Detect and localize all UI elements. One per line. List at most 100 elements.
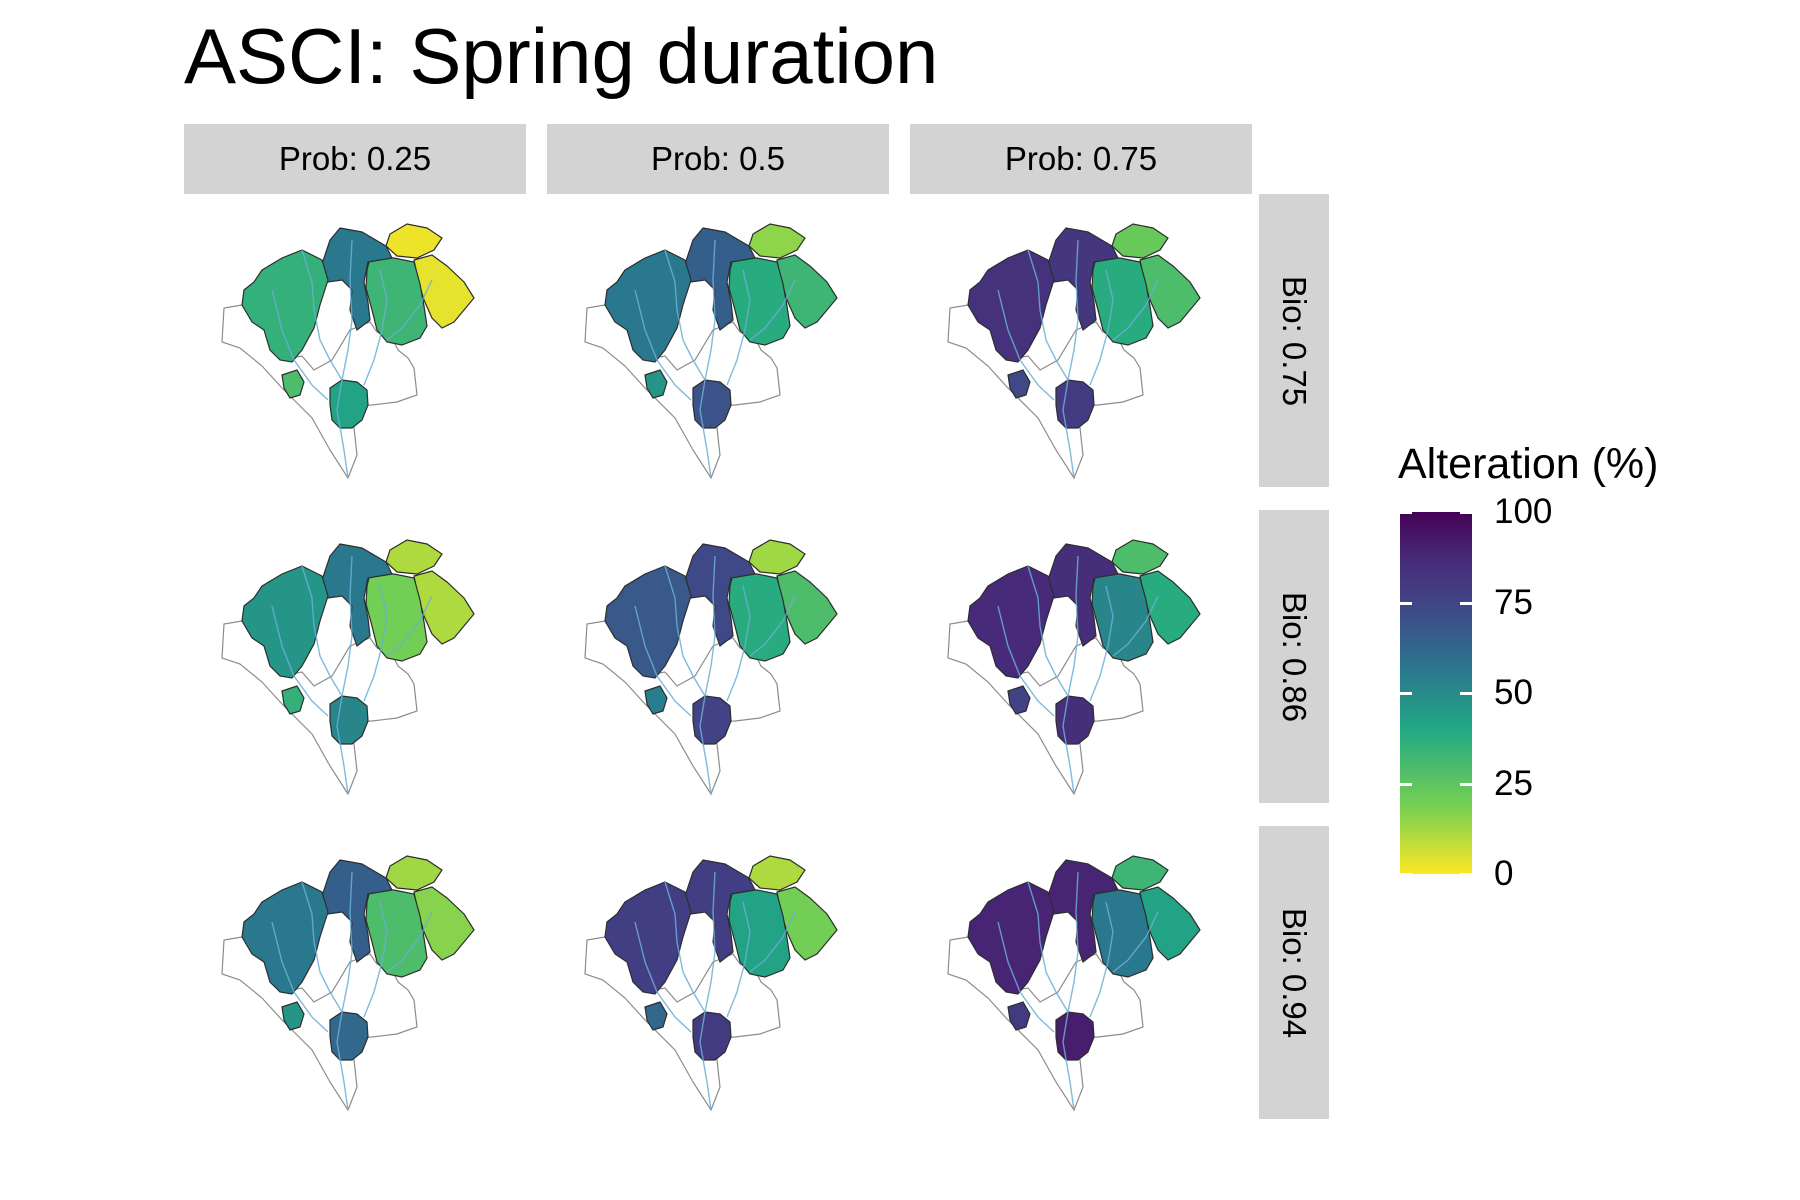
subbasin-minor (1007, 1001, 1031, 1031)
river-line (1089, 901, 1114, 1018)
river-line (997, 921, 1055, 1033)
subbasin-south (329, 379, 369, 429)
subbasin-south (1055, 695, 1095, 745)
map-panel (910, 194, 1252, 487)
colorbar-tick (1460, 692, 1472, 695)
map-panel-svg (947, 223, 1201, 480)
subbasin-east (776, 570, 838, 645)
facet-strip-label: Bio: 0.86 (1276, 591, 1314, 722)
colorbar-tick (1460, 601, 1472, 605)
subbasin-east (1139, 570, 1201, 645)
river-line (749, 595, 796, 657)
facet-strip-bio-0.75: Bio: 0.75 (1259, 194, 1329, 487)
river-line (1062, 871, 1079, 1111)
facet-strip-prob-0.75: Prob: 0.75 (910, 124, 1252, 194)
subbasin-middle-east (728, 257, 791, 346)
map-panel (184, 510, 526, 803)
facet-strip-label: Bio: 0.75 (1276, 275, 1314, 406)
subbasin-west (241, 565, 329, 679)
river-line (749, 279, 796, 341)
river-line (699, 555, 716, 795)
river-line (301, 881, 343, 1013)
subbasin-east (413, 254, 475, 329)
map-panel-svg (947, 855, 1201, 1112)
colorbar-tick-label: 0 (1494, 854, 1514, 893)
subbasin-west (241, 249, 329, 363)
river-line (1089, 269, 1114, 386)
river-line (336, 871, 353, 1111)
subbasin-northeast (1111, 223, 1169, 259)
river-line (699, 239, 716, 479)
map-panel (910, 510, 1252, 803)
subbasin-minor (281, 369, 305, 399)
river-line (271, 921, 329, 1033)
subbasin-west (604, 249, 692, 363)
river-line (1112, 595, 1159, 657)
colorbar-tick (1460, 873, 1472, 876)
subbasin-middle-east (728, 889, 791, 978)
river-line (271, 289, 329, 401)
subbasin-northeast (748, 855, 806, 891)
river-line (726, 269, 751, 386)
facet-strip-bio-0.94: Bio: 0.94 (1259, 826, 1329, 1119)
subbasin-south (692, 695, 732, 745)
river-line (749, 911, 796, 973)
river-line (726, 585, 751, 702)
colorbar-tick (1400, 873, 1412, 876)
subbasin-east (776, 254, 838, 329)
river-line (1027, 249, 1069, 381)
subbasin-middle-east (365, 573, 428, 662)
colorbar-tick (1400, 511, 1412, 514)
subbasin-west (604, 565, 692, 679)
river-line (386, 595, 433, 657)
river-line (634, 921, 692, 1033)
subbasin-middle-east (728, 573, 791, 662)
river-line (634, 605, 692, 717)
river-line (1062, 555, 1079, 795)
subbasin-south (692, 379, 732, 429)
subbasin-east (776, 886, 838, 961)
colorbar-tick (1400, 692, 1412, 695)
colorbar-tick-label: 25 (1494, 763, 1533, 803)
river-line (634, 289, 692, 401)
subbasin-south (1055, 1011, 1095, 1061)
subbasin-east (1139, 886, 1201, 961)
subbasin-middle-east (1091, 889, 1154, 978)
river-line (363, 585, 388, 702)
facet-strip-bio-0.86: Bio: 0.86 (1259, 510, 1329, 803)
legend-title: Alteration (%) (1398, 440, 1659, 488)
subbasin-northeast (1111, 855, 1169, 891)
colorbar-tick-label: 100 (1494, 492, 1553, 531)
river-line (997, 289, 1055, 401)
subbasin-middle-east (365, 889, 428, 978)
river-line (1027, 881, 1069, 1013)
subbasin-minor (281, 1001, 305, 1031)
river-line (386, 279, 433, 341)
subbasin-west (604, 881, 692, 995)
subbasin-middle-east (365, 257, 428, 346)
subbasin-minor (1007, 685, 1031, 715)
subbasin-northeast (385, 223, 443, 259)
river-line (363, 901, 388, 1018)
map-panel-svg (947, 539, 1201, 796)
river-line (997, 605, 1055, 717)
subbasin-northeast (385, 539, 443, 575)
colorbar-tick (1460, 782, 1472, 786)
subbasin-northeast (748, 539, 806, 575)
subbasin-minor (644, 685, 668, 715)
map-panel-svg (584, 539, 838, 796)
colorbar-tick (1400, 601, 1412, 605)
subbasin-minor (1007, 369, 1031, 399)
river-line (1089, 585, 1114, 702)
subbasin-middle-east (1091, 573, 1154, 662)
subbasin-northeast (748, 223, 806, 259)
map-panel (547, 510, 889, 803)
map-panel-svg (584, 855, 838, 1112)
subbasin-east (413, 570, 475, 645)
chart-title: ASCI: Spring duration (184, 12, 939, 100)
facet-strip-label: Bio: 0.94 (1276, 907, 1314, 1038)
river-line (336, 239, 353, 479)
map-panel (910, 826, 1252, 1119)
subbasin-east (1139, 254, 1201, 329)
